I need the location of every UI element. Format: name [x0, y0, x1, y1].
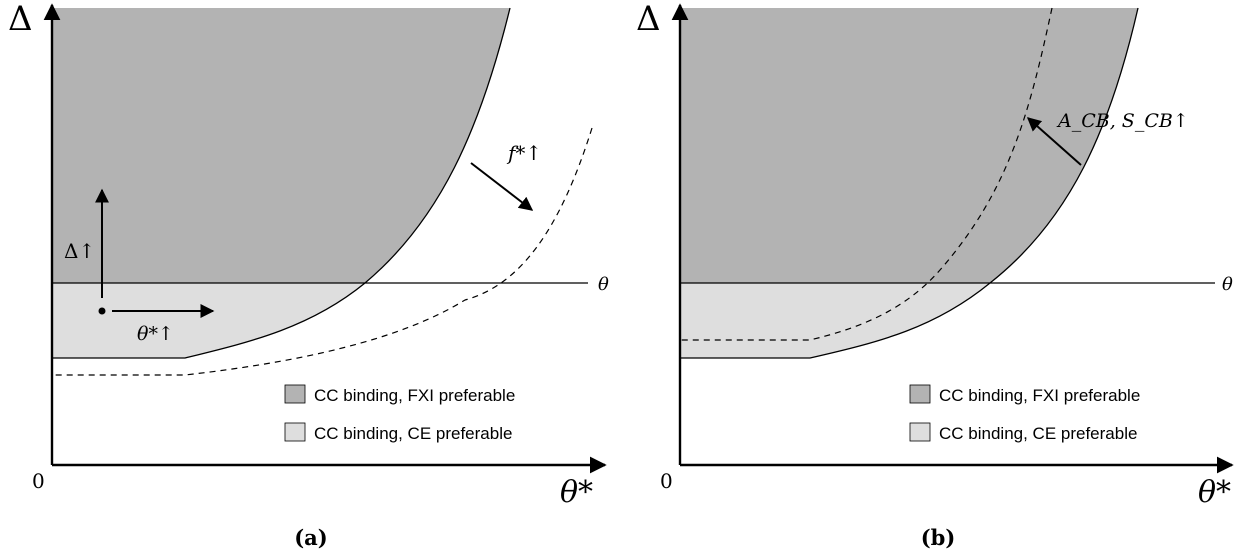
panel-b-legend-label-ce: CC binding, CE preferable [939, 424, 1137, 443]
panel-b-boundary-curve [680, 7, 1139, 359]
panel-a-theta-line-label: θ [598, 274, 609, 295]
panel-a-shifted-curve [52, 127, 593, 376]
panel-b-legend-swatch-fxi [909, 384, 931, 404]
panel-b-caption: (b) [921, 525, 956, 550]
panel-b-ce-region [680, 283, 990, 358]
panel-b-y-axis-label: Δ [636, 0, 661, 39]
panel-a-shift-label: f*↑ [506, 141, 542, 165]
panel-b-legend-swatch-ce [909, 422, 931, 442]
panel-a-origin-label: 0 [32, 469, 45, 493]
panel-a: Δ 0 θ* θ Δ↑ θ*↑ f*↑ CC binding, FXI pref… [8, 0, 609, 550]
panel-b-legend-label-fxi: CC binding, FXI preferable [939, 386, 1140, 405]
panel-a-delta-up-label: Δ↑ [64, 239, 95, 263]
panel-b-shifted-curve [680, 7, 1053, 341]
panel-a-ce-region [52, 283, 365, 358]
panel-a-caption: (a) [294, 525, 327, 550]
panel-a-legend-swatch-ce [284, 422, 306, 442]
panel-a-y-axis-label: Δ [8, 0, 33, 39]
panel-b: Δ 0 θ* θ A_CB, S_CB↑ CC binding, FXI pre… [636, 0, 1234, 550]
panel-a-shift-arrow [470, 162, 534, 211]
panel-a-point [98, 307, 106, 315]
panel-b-theta-line-label: θ [1222, 274, 1233, 295]
panel-a-legend-label-ce: CC binding, CE preferable [314, 424, 512, 443]
panel-a-theta-star-up-label: θ*↑ [137, 323, 174, 345]
panel-b-shift-label: A_CB, S_CB↑ [1056, 110, 1189, 132]
panel-b-shift-arrow [1026, 117, 1082, 166]
panel-a-legend-swatch-fxi [284, 384, 306, 404]
panel-b-fxi-region [680, 8, 1138, 283]
panel-b-x-axis-label: θ* [1198, 475, 1231, 510]
panel-a-x-axis-label: θ* [560, 475, 593, 510]
panel-a-legend-label-fxi: CC binding, FXI preferable [314, 386, 515, 405]
panel-b-origin-label: 0 [660, 469, 673, 493]
panel-a-fxi-region [52, 8, 510, 283]
